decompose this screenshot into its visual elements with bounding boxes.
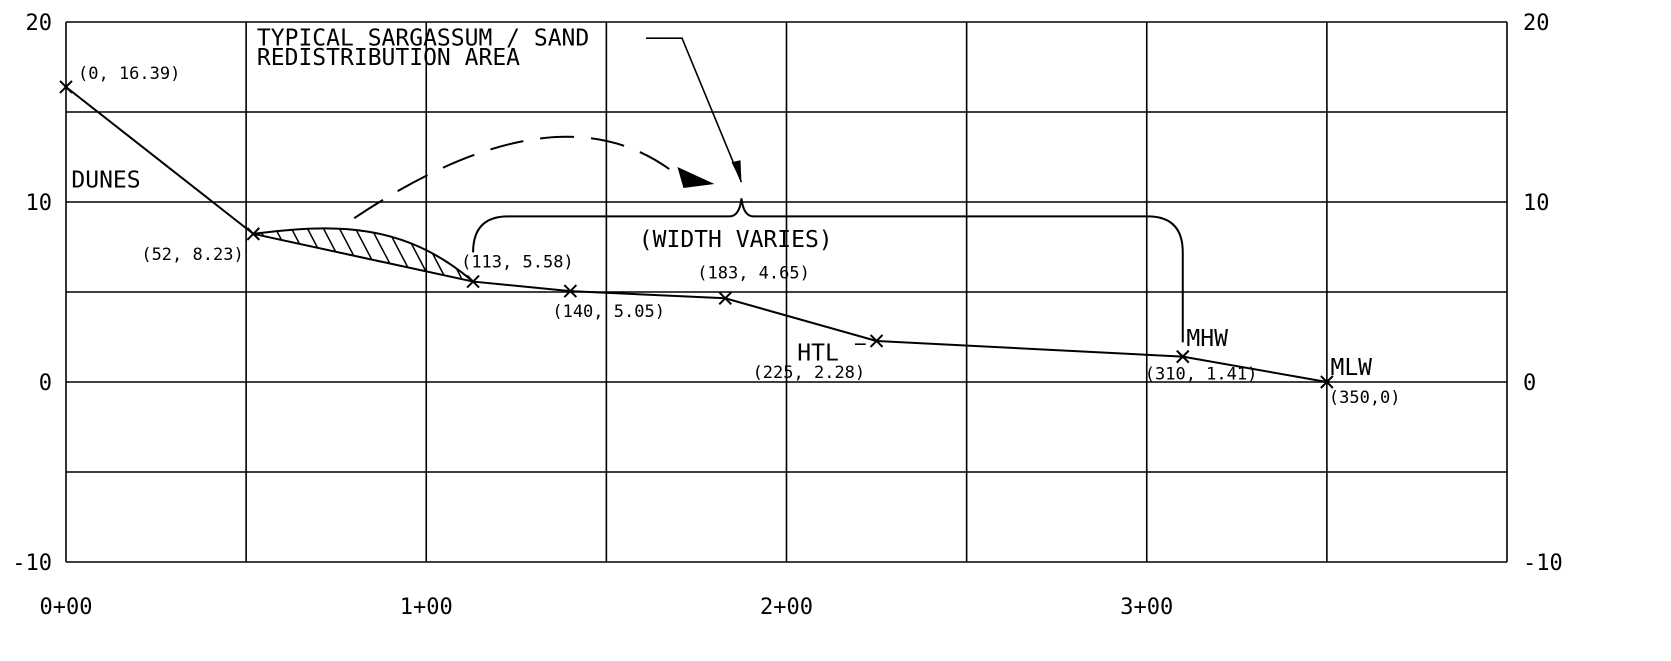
profile-point-label: (0, 16.39) xyxy=(78,64,180,84)
y-tick-label-left: -10 xyxy=(12,551,52,576)
y-tick-label-left: 10 xyxy=(26,191,53,216)
area-label-line2: REDISTRIBUTION AREA xyxy=(257,45,520,71)
profile-point-label: (225, 2.28) xyxy=(753,363,866,383)
annotations: DUNES TYPICAL SARGASSUM / SAND REDISTRIB… xyxy=(71,25,1372,380)
grid xyxy=(65,21,1508,563)
width-brace xyxy=(472,198,1184,343)
profile-point-marker xyxy=(869,334,884,348)
profile-point-marker xyxy=(466,274,480,289)
hatched-area-outline xyxy=(253,227,474,283)
area-leader-arrow-head xyxy=(731,160,742,183)
profile-point-label: (52, 8.23) xyxy=(141,245,243,265)
profile-point-marker xyxy=(718,291,732,306)
y-tick-label-left: 20 xyxy=(26,11,53,36)
redistribution-arrow-head xyxy=(677,167,715,188)
width-varies-label: (WIDTH VARIES) xyxy=(639,227,833,253)
hatch-stroke xyxy=(193,194,237,278)
profile-point-marker xyxy=(1176,349,1190,364)
dunes-label: DUNES xyxy=(71,168,140,194)
y-tick-label-right: 0 xyxy=(1523,371,1536,396)
x-tick-label: 0+00 xyxy=(40,595,93,620)
profile-point-marker xyxy=(246,227,261,241)
profile-point-label: (310, 1.41) xyxy=(1145,365,1258,385)
profile-point-markers xyxy=(59,80,1334,389)
x-tick-label: 2+00 xyxy=(760,595,813,620)
axis-tick-labels: 20 20 10 10 0 0 -10 -10 0+00 1+00 2+00 3+00 xyxy=(12,11,1563,620)
y-tick-label-left: 0 xyxy=(39,371,52,396)
y-tick-label-right: 10 xyxy=(1523,191,1550,216)
y-tick-label-right: -10 xyxy=(1523,551,1563,576)
profile-point-label: (350,0) xyxy=(1329,388,1401,408)
redistribution-arrow xyxy=(353,135,687,220)
mhw-label: MHW xyxy=(1186,326,1228,352)
profile-point-marker xyxy=(1320,375,1334,389)
profile-point-labels: (0, 16.39) (52, 8.23) (113, 5.58) (140, 5.0… xyxy=(78,64,1401,408)
profile-point-label: (140, 5.05) xyxy=(552,302,665,322)
area-label-line1: TYPICAL SARGASSUM / SAND xyxy=(257,25,589,51)
mlw-label: MLW xyxy=(1330,355,1372,381)
profile-series-line xyxy=(65,86,1328,383)
area-leader-line xyxy=(646,37,743,183)
profile-point-marker xyxy=(563,284,578,298)
profile-point-label: (113, 5.58) xyxy=(461,253,574,273)
x-tick-label: 3+00 xyxy=(1120,595,1173,620)
y-tick-label-right: 20 xyxy=(1523,11,1550,36)
profile-point-label: (183, 4.65) xyxy=(697,263,810,283)
htl-label: HTL xyxy=(797,340,839,366)
profile-point-marker xyxy=(59,80,73,94)
x-tick-label: 1+00 xyxy=(400,595,453,620)
